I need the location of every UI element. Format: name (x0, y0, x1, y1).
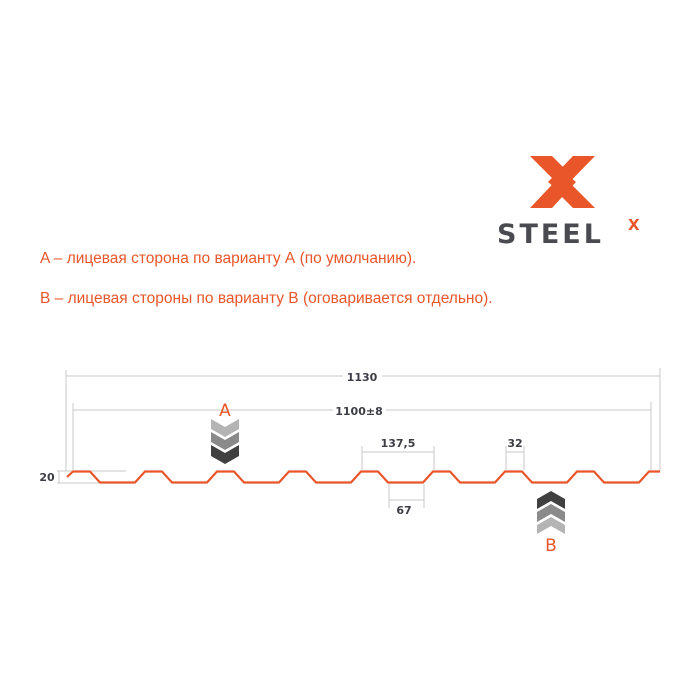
sheet-profile (66, 470, 660, 484)
steelx-logo: STEEL X (497, 156, 640, 250)
dim-useful-width: 1100±8 (335, 405, 383, 418)
dim-rib-bottom: 67 (396, 504, 411, 517)
logo-text: STEEL (497, 219, 604, 250)
dim-pitch: 137,5 (381, 437, 416, 450)
face-b-label: B (545, 536, 557, 556)
face-a-label: A (219, 401, 231, 421)
face-b-arrow-icon (537, 491, 565, 534)
logo-x-mark (530, 156, 595, 208)
caption-face-a: A – лицевая сторона по варианту А (по ум… (40, 250, 417, 267)
caption-face-b: B – лицевая стороны по варианту B (огова… (40, 290, 493, 307)
dim-total-width: 1130 (347, 371, 378, 384)
dim-rib-top: 32 (507, 437, 522, 450)
face-a-arrow-icon (211, 419, 239, 464)
dimension-lines (57, 368, 661, 508)
dim-height: 20 (39, 471, 55, 484)
logo-superscript: X (628, 216, 640, 234)
